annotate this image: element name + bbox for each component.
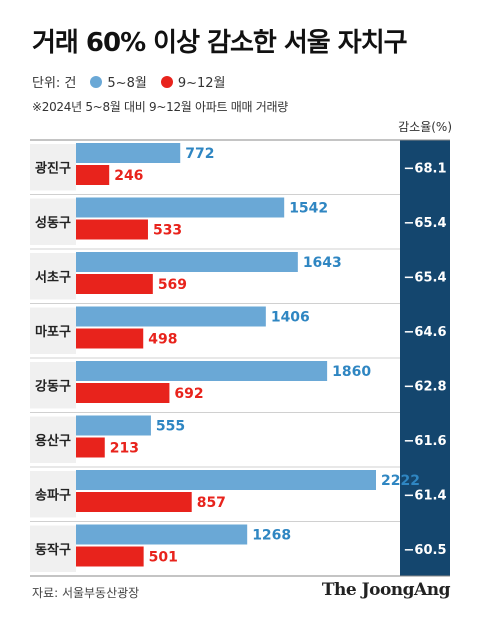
data-label-series-a: 555 <box>156 419 185 435</box>
district-cell <box>30 198 76 245</box>
bar-series-b <box>76 437 105 458</box>
bar-series-a <box>76 361 328 381</box>
legend: 단위: 건 5~8월 9~12월 <box>32 72 225 91</box>
data-label-series-a: 772 <box>185 146 214 162</box>
district-label: 광진구 <box>35 160 71 176</box>
data-label-series-a: 1860 <box>332 364 371 380</box>
district-label: 마포구 <box>35 324 71 340</box>
rate-value: −62.8 <box>404 379 447 394</box>
rate-column-bg <box>400 140 450 576</box>
district-cell <box>30 253 76 300</box>
bar-series-a <box>76 143 181 163</box>
bar-series-b <box>76 328 144 349</box>
district-cell <box>30 416 76 463</box>
district-label: 송파구 <box>35 488 71 503</box>
bar-series-b <box>76 492 192 512</box>
bar-series-b <box>76 546 144 567</box>
rate-value: −65.4 <box>404 270 447 285</box>
district-cell <box>30 525 76 572</box>
legend-label-series-b: 9~12월 <box>177 76 226 91</box>
bar-series-b <box>76 274 153 294</box>
data-label-series-a: 2222 <box>381 473 420 489</box>
chart-title: 거래 60% 이상 감소한 서울 자치구 <box>32 28 408 58</box>
district-cell <box>30 307 76 354</box>
data-label-series-b: 213 <box>110 441 139 457</box>
chart-note: ※2024년 5~8월 대비 9~12월 아파트 매매 거래량 <box>32 100 288 114</box>
bar-series-a <box>76 524 248 545</box>
bar-series-a <box>76 197 285 218</box>
rate-value: −61.4 <box>404 488 447 503</box>
district-cell <box>30 362 76 409</box>
data-label-series-b: 692 <box>174 386 203 402</box>
brand-logo: The JoongAng <box>321 580 451 600</box>
district-label: 동작구 <box>35 542 71 558</box>
rate-value: −68.1 <box>404 161 447 176</box>
bar-series-a <box>76 470 376 490</box>
district-label: 서초구 <box>35 270 71 285</box>
data-label-series-a: 1406 <box>271 310 310 326</box>
bar-series-b <box>76 165 110 185</box>
data-label-series-b: 533 <box>153 223 182 239</box>
legend-swatch-series-a <box>90 75 103 88</box>
legend-swatch-series-b <box>160 75 173 88</box>
rate-value: −65.4 <box>404 216 447 231</box>
data-label-series-b: 246 <box>114 168 143 184</box>
data-label-series-b: 501 <box>149 550 178 566</box>
rate-value: −64.6 <box>404 325 447 340</box>
rate-column-header: 감소율(%) <box>398 120 452 134</box>
data-label-series-b: 857 <box>197 495 226 511</box>
data-label-series-a: 1268 <box>252 528 291 544</box>
bar-series-a <box>76 252 298 272</box>
bar-series-b <box>76 383 170 403</box>
source-label: 자료: 서울부동산광장 <box>32 586 140 600</box>
data-label-series-b: 498 <box>148 332 177 348</box>
district-cell <box>30 144 76 191</box>
bar-series-b <box>76 219 148 240</box>
rate-value: −60.5 <box>404 543 447 558</box>
district-label: 강동구 <box>35 378 71 394</box>
rate-value: −61.6 <box>404 434 447 449</box>
data-label-series-b: 569 <box>158 277 187 293</box>
data-label-series-a: 1542 <box>289 201 328 217</box>
bar-series-a <box>76 415 151 436</box>
district-cell <box>30 471 76 518</box>
district-label: 성동구 <box>35 216 71 231</box>
unit-label: 단위: 건 <box>32 76 77 91</box>
legend-label-series-a: 5~8월 <box>107 76 147 91</box>
district-label: 용산구 <box>35 433 71 449</box>
data-label-series-a: 1643 <box>303 255 342 271</box>
bar-series-a <box>76 306 266 327</box>
